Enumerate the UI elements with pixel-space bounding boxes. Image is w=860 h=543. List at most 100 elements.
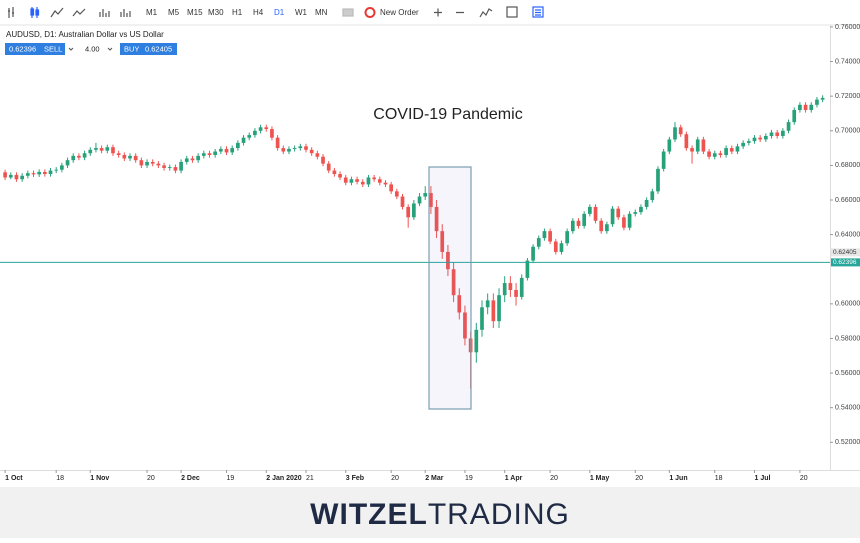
volume-arrows[interactable] xyxy=(68,47,113,51)
candle-body xyxy=(31,173,36,175)
y-tick-label: 0.68000 xyxy=(835,162,860,169)
candle-body xyxy=(270,129,274,138)
y-tick-label: 0.56000 xyxy=(835,370,860,377)
bid-badge xyxy=(831,258,860,267)
candle-body xyxy=(576,220,581,226)
candle-body xyxy=(275,137,280,149)
candle-body xyxy=(139,160,144,166)
candle-body xyxy=(162,165,166,168)
candle-body xyxy=(752,137,757,142)
candle-body xyxy=(769,132,774,136)
timeframe[interactable]: W1 xyxy=(295,8,308,17)
candle-body xyxy=(605,224,609,232)
candle-body xyxy=(315,153,320,157)
candle-body xyxy=(116,153,121,155)
candle-body xyxy=(792,110,797,123)
candle-body xyxy=(491,300,496,322)
candle-body xyxy=(565,231,569,244)
candle-body xyxy=(616,208,621,218)
candle-body xyxy=(525,260,530,278)
ask-label: 0.62405 xyxy=(833,249,857,256)
new-order[interactable]: New Order xyxy=(380,8,419,17)
candle-body xyxy=(502,283,507,296)
candle-body xyxy=(230,148,235,153)
buy-label: BUY xyxy=(124,44,139,53)
candle-body xyxy=(105,147,110,151)
candle-body xyxy=(213,151,218,155)
x-tick-label: 1 Nov xyxy=(90,475,109,482)
candle-body xyxy=(3,172,7,178)
candle-body xyxy=(224,148,229,153)
candle-body xyxy=(218,148,223,152)
x-tick-label: 2 Dec xyxy=(181,475,200,482)
candle-body xyxy=(815,99,819,105)
candle-body xyxy=(667,139,672,152)
candle-body xyxy=(372,177,376,180)
timeframe[interactable]: H1 xyxy=(232,8,243,17)
x-tick-label: 19 xyxy=(227,475,235,482)
candle-body xyxy=(332,170,337,175)
candle-body xyxy=(809,104,814,110)
candle-body xyxy=(321,156,325,164)
candle-body xyxy=(128,155,132,159)
candle-body xyxy=(412,203,416,218)
x-tick-label: 20 xyxy=(147,475,155,482)
candle-body xyxy=(394,191,399,197)
timeframe[interactable]: M5 xyxy=(168,8,180,17)
x-tick-label: 18 xyxy=(715,475,723,482)
candle-body xyxy=(446,251,450,270)
candle-body xyxy=(429,193,433,207)
candle-body xyxy=(599,220,604,232)
candle-body xyxy=(570,220,575,232)
timeframe[interactable]: D1 xyxy=(274,8,285,17)
x-tick-label: 20 xyxy=(800,475,808,482)
candle-body xyxy=(485,300,490,308)
candle-body xyxy=(514,290,518,297)
timeframe[interactable]: H4 xyxy=(253,8,264,17)
volume[interactable]: 4.00 xyxy=(85,44,100,53)
candle-body xyxy=(548,231,552,242)
sell-price: 0.62396 xyxy=(9,44,36,53)
candle-body xyxy=(712,153,717,157)
timeframe[interactable]: MN xyxy=(315,8,328,17)
candle-body xyxy=(678,127,683,135)
sell-button[interactable] xyxy=(5,43,65,55)
candle-body xyxy=(673,127,677,140)
x-tick-label: 1 Oct xyxy=(5,475,23,482)
candle-body xyxy=(531,246,535,261)
candle-body xyxy=(508,283,513,290)
candle-body xyxy=(190,158,195,161)
candle-body xyxy=(400,196,405,207)
y-tick-label: 0.74000 xyxy=(835,58,860,65)
buy-button[interactable] xyxy=(120,43,177,55)
timeframe[interactable]: M1 xyxy=(146,8,158,17)
candle-body xyxy=(383,182,388,185)
y-tick-label: 0.54000 xyxy=(835,405,860,412)
timeframe[interactable]: M30 xyxy=(208,8,224,17)
candle-body xyxy=(650,191,655,200)
candle-body xyxy=(207,153,212,155)
candle-body xyxy=(684,134,689,149)
candle-body xyxy=(94,148,98,150)
candle-body xyxy=(553,241,558,252)
y-tick-label: 0.64000 xyxy=(835,231,860,238)
candle-body xyxy=(434,206,439,232)
candle-body xyxy=(639,206,643,213)
candle-body xyxy=(145,161,149,166)
candle-body xyxy=(593,206,598,221)
symbol-label: AUDUSD, D1: Australian Dollar vs US Doll… xyxy=(6,30,164,39)
candle-body xyxy=(196,155,200,161)
candle-body xyxy=(781,130,785,136)
candle-body xyxy=(54,169,59,171)
candle-body xyxy=(366,177,371,185)
candle-body xyxy=(48,170,53,175)
candle-body xyxy=(440,231,445,252)
candle-body xyxy=(25,173,30,176)
highlight-box xyxy=(428,166,472,410)
x-tick-label: 20 xyxy=(550,475,558,482)
candle-body xyxy=(111,147,115,154)
candle-body xyxy=(707,151,711,157)
timeframe[interactable]: M15 xyxy=(187,8,203,17)
